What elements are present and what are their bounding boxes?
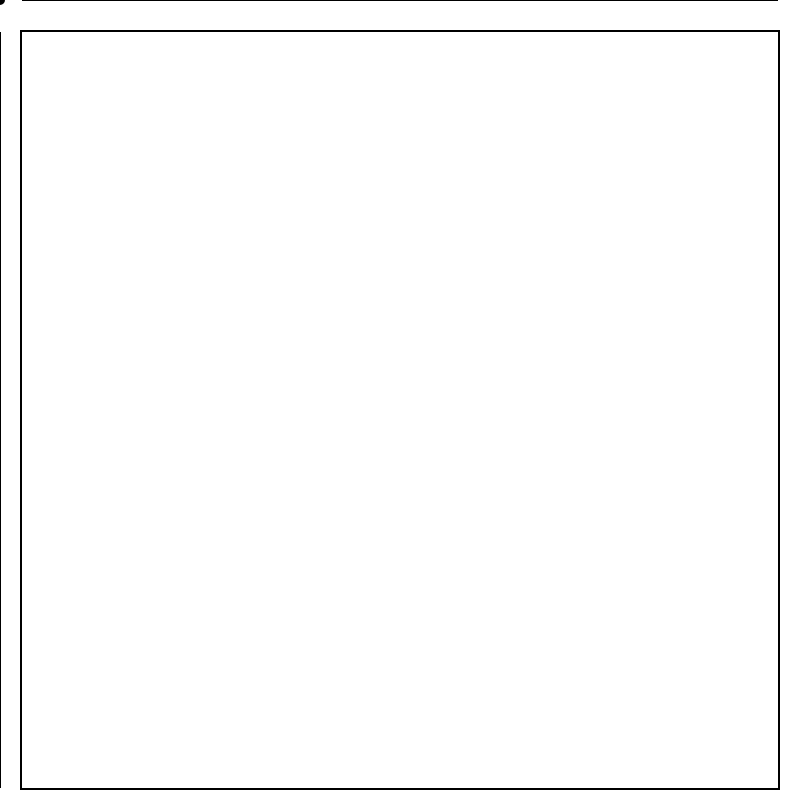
crosshair-horizontal: [22, 0, 778, 1]
crosshair-marker: [0, 0, 5, 5]
heatmap-canvas: [22, 32, 778, 788]
crosshair-vertical: [0, 32, 1, 788]
chart-container: [0, 0, 800, 800]
